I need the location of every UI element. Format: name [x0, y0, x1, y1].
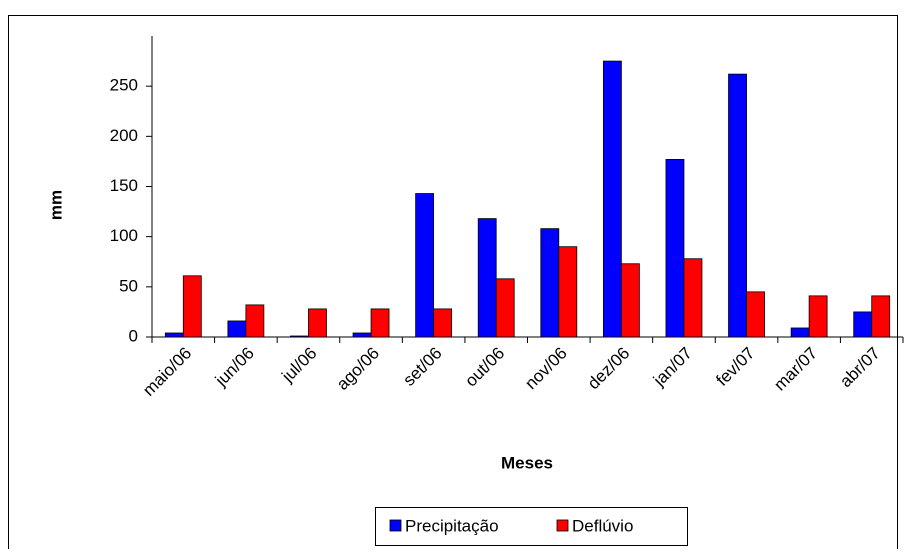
x-axis-title: Meses: [501, 453, 553, 472]
y-tick-label: 150: [110, 176, 138, 195]
bar: [620, 263, 640, 338]
y-tick-label: 0: [129, 326, 138, 345]
bar: [495, 278, 515, 338]
y-tick-label: 100: [110, 226, 138, 245]
y-tick-label: 200: [110, 126, 138, 145]
legend-swatch: [556, 519, 569, 532]
bar: [602, 60, 622, 338]
bar: [558, 246, 578, 338]
bar: [164, 332, 184, 338]
bar: [308, 308, 327, 338]
bar: [352, 332, 372, 338]
bar: [433, 308, 453, 338]
bar: [853, 311, 873, 338]
bar: [808, 295, 828, 338]
bar: [290, 335, 309, 338]
y-tick-label: 50: [119, 276, 138, 295]
bar: [746, 291, 765, 338]
y-tick-label: 250: [110, 76, 138, 95]
bar: [477, 218, 497, 338]
chart-border: [8, 15, 898, 554]
legend-swatch: [389, 519, 402, 532]
bar: [227, 320, 247, 338]
bar: [370, 308, 390, 338]
bar: [665, 159, 685, 338]
bar: [728, 73, 747, 338]
bar: [683, 258, 703, 338]
legend-label: Deflúvio: [572, 516, 633, 535]
bar: [540, 228, 560, 338]
legend-label: Precipitação: [405, 516, 499, 535]
bar: [245, 304, 265, 338]
y-axis-title: mm: [46, 190, 65, 220]
bar: [182, 275, 202, 338]
bar: [790, 327, 810, 338]
bar: [871, 295, 891, 338]
bar: [415, 193, 435, 338]
legend-box: [375, 507, 688, 546]
